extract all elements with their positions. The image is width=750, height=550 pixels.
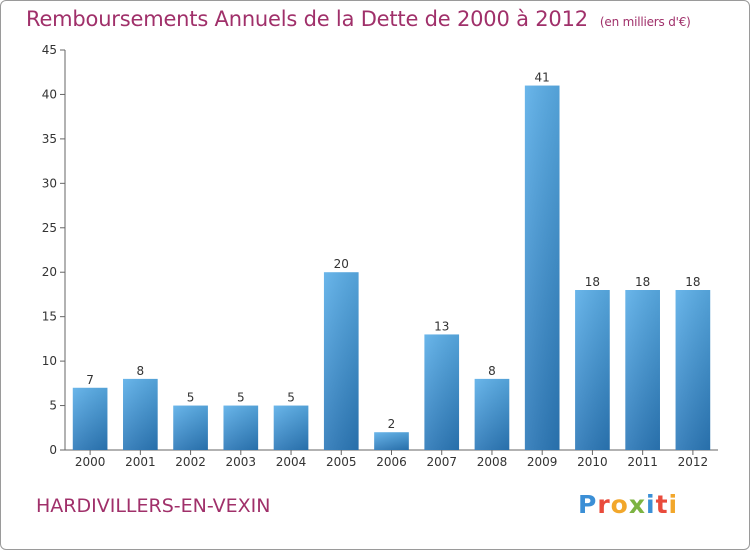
- proxiti-logo: Proxiti: [578, 490, 678, 519]
- bar-value-label: 41: [535, 71, 550, 85]
- bar-value-label: 13: [434, 319, 449, 333]
- bar-value-label: 8: [137, 364, 145, 378]
- y-tick-label: 5: [49, 399, 57, 413]
- y-tick-label: 0: [49, 443, 57, 457]
- logo-letter: x: [628, 490, 646, 519]
- chart-subtitle: (en milliers d'€): [599, 15, 691, 29]
- x-tick-label: 2002: [175, 455, 206, 469]
- chart-title-text: Remboursements Annuels de la Dette de 20…: [26, 7, 588, 31]
- place-name: HARDIVILLERS-EN-VEXIN: [36, 495, 271, 517]
- x-tick-label: 2001: [125, 455, 156, 469]
- x-tick-label: 2008: [477, 455, 508, 469]
- bar-shade: [424, 334, 460, 450]
- bar-shade: [323, 272, 359, 450]
- x-tick-label: 2005: [326, 455, 357, 469]
- y-tick-label: 10: [42, 354, 57, 368]
- x-tick-label: 2009: [527, 455, 558, 469]
- chart-title: Remboursements Annuels de la Dette de 20…: [26, 7, 691, 31]
- bar-shade: [625, 290, 660, 450]
- bar-value-label: 20: [334, 257, 349, 271]
- y-tick-label: 40: [42, 87, 57, 101]
- bar-value-label: 8: [488, 364, 496, 378]
- logo-letter: P: [578, 490, 598, 519]
- bar-shade: [273, 405, 309, 450]
- x-tick-label: 2000: [75, 455, 106, 469]
- y-tick-label: 45: [42, 43, 57, 57]
- bar-shade: [374, 432, 409, 450]
- bar-labels: 7 8 5 5 5 20 2 13 8 41 18 18 18: [86, 71, 700, 432]
- x-tick-label: 2010: [577, 455, 608, 469]
- bar-value-label: 5: [237, 391, 245, 405]
- y-tick-label: 25: [42, 221, 57, 235]
- bar-shade: [675, 290, 711, 450]
- logo-letter: i: [668, 490, 679, 519]
- bar-shade: [575, 290, 610, 450]
- y-tick-label: 15: [42, 310, 57, 324]
- bar-shade: [474, 378, 510, 450]
- x-tick-label: 2003: [226, 455, 257, 469]
- bar-shade: [123, 378, 158, 450]
- x-tick-label: 2011: [627, 455, 658, 469]
- bar-shade: [524, 85, 560, 451]
- x-tick-label: 2006: [376, 455, 407, 469]
- bar-shade: [72, 387, 108, 450]
- bar-shade: [173, 405, 208, 450]
- bar-shade: [223, 405, 259, 450]
- y-tick-label: 35: [42, 132, 57, 146]
- logo-letter: i: [646, 490, 656, 519]
- bar-value-label: 5: [287, 391, 295, 405]
- bar-value-label: 18: [685, 275, 700, 289]
- bars: [72, 85, 711, 451]
- x-tick-label: 2004: [276, 455, 307, 469]
- bar-value-label: 7: [86, 373, 94, 387]
- y-tick-label: 30: [42, 176, 57, 190]
- y-tick-label: 20: [42, 265, 57, 279]
- x-tick-label: 2007: [426, 455, 457, 469]
- bar-value-label: 18: [635, 275, 650, 289]
- bar-value-label: 2: [388, 417, 396, 431]
- logo-letter: t: [655, 490, 669, 519]
- bar-value-label: 18: [585, 275, 600, 289]
- bar-value-label: 5: [187, 391, 195, 405]
- logo-letter: o: [610, 490, 629, 519]
- x-tick-label: 2012: [678, 455, 709, 469]
- logo-letter: r: [597, 490, 611, 519]
